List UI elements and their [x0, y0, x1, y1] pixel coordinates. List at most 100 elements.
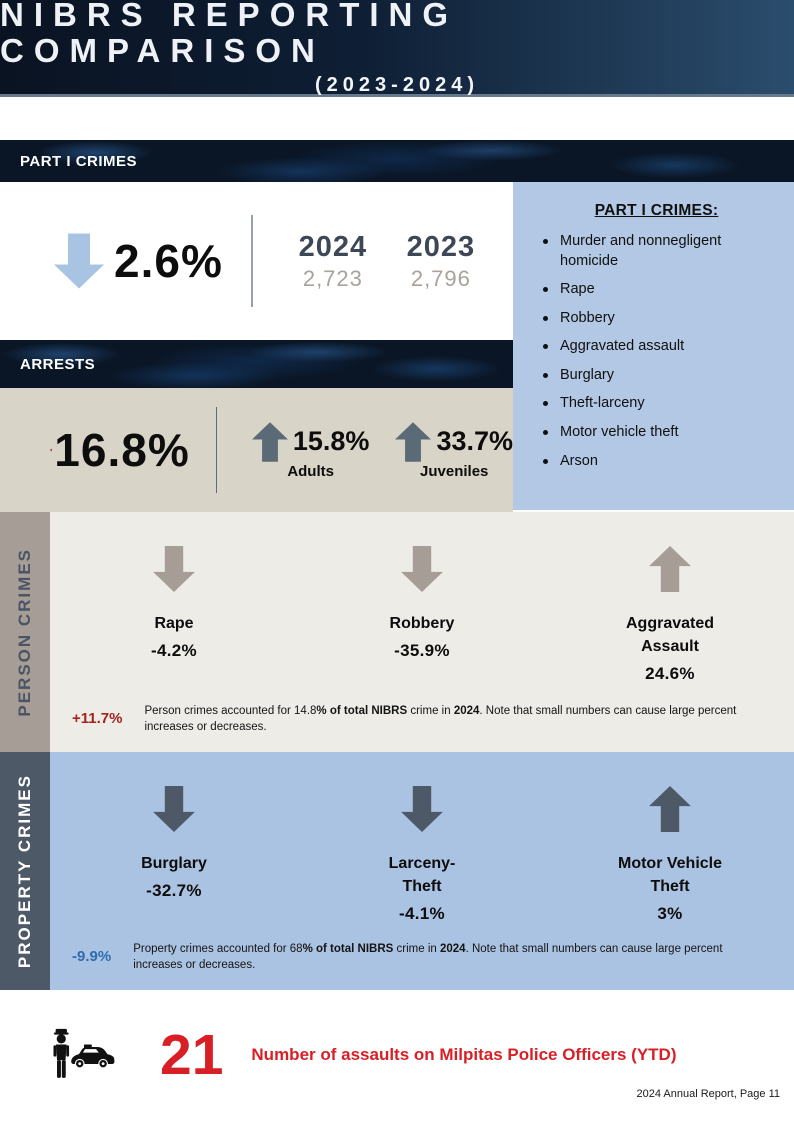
note-text: . Note that small numbers can cause larg…: [133, 942, 723, 972]
down-arrow-icon: [153, 786, 195, 832]
property-crimes-rail: PROPERTY CRIMES: [0, 752, 50, 990]
crime-value: 3%: [657, 904, 683, 924]
note-text: Person crimes accounted for 14.8: [144, 704, 317, 717]
assault-label: Number of assaults on Milpitas Police Of…: [251, 1045, 677, 1064]
arrests-stat-box: 16.8% 15.8% Adults 33.7% Juveniles: [0, 388, 513, 512]
list-item: Motor vehicle theft: [535, 423, 778, 443]
arrests-banner: ARRESTS: [0, 340, 513, 388]
officer-assaults-row: 21 Number of assaults on Milpitas Police…: [40, 1016, 677, 1094]
up-arrow-icon: [251, 421, 288, 462]
list-item: Rape: [535, 280, 778, 300]
arrests-banner-label: ARRESTS: [20, 355, 96, 373]
rape-item: Rape -4.2%: [74, 546, 274, 684]
list-item-label: Rape: [560, 281, 595, 298]
juveniles-arrests: 33.7% Juveniles: [395, 421, 513, 480]
person-crimes-rail: PERSON CRIMES: [0, 512, 50, 752]
arrests-change-value: 16.8%: [54, 424, 190, 476]
crime-value: -32.7%: [146, 881, 202, 901]
year-label: 2024: [298, 230, 368, 263]
list-item: Burglary: [535, 366, 778, 386]
list-item: Theft-larceny: [535, 394, 778, 414]
bullet-icon: [543, 239, 548, 244]
list-item-label: Motor vehicle theft: [560, 423, 679, 440]
list-item-label: Robbery: [560, 309, 615, 326]
note-text: . Note that small numbers can cause larg…: [144, 704, 737, 734]
bullet-icon: [543, 372, 548, 378]
page-title: NIBRS REPORTING COMPARISON: [0, 0, 459, 69]
note-text: crime in: [407, 704, 454, 717]
crime-value: 24.6%: [645, 664, 695, 684]
list-item-label: Theft-larceny: [560, 395, 645, 412]
page-subtitle: (2023-2024): [315, 74, 479, 97]
note-text-bold: % of total NIBRS: [302, 942, 394, 955]
bullet-icon: [543, 287, 548, 293]
divider: [250, 215, 253, 307]
note-text-bold: 2024: [439, 942, 466, 955]
list-item-label: Arson: [560, 452, 598, 469]
larceny-theft-item: Larceny-Theft -4.1%: [322, 786, 522, 924]
property-crimes-note: Property crimes accounted for 68% of tot…: [133, 941, 763, 974]
list-item: Aggravated assault: [535, 337, 778, 357]
part1-change-value: 2.6%: [114, 235, 223, 287]
juveniles-label: Juveniles: [420, 462, 489, 480]
year-value: 2,796: [410, 265, 471, 291]
bullet-icon: [543, 344, 548, 350]
part1-stat-box: 2.6% 2024 2,723 2023 2,796: [0, 182, 513, 340]
panel-heading: PART I CRIMES:: [594, 202, 719, 219]
down-arrow-icon: [54, 233, 104, 289]
aggravated-assault-item: Aggravated Assault 24.6%: [570, 546, 770, 684]
list-item-label: Murder and nonnegligent homicide: [560, 233, 722, 269]
page-footer: 2024 Annual Report, Page 11: [636, 1088, 780, 1100]
robbery-item: Robbery -35.9%: [322, 546, 522, 684]
list-item-label: Burglary: [560, 366, 614, 383]
adults-arrests: 15.8% Adults: [251, 421, 370, 480]
year-2024-column: 2024 2,723: [279, 231, 387, 292]
crime-name: Motor Vehicle Theft: [617, 855, 723, 896]
person-crimes-section: PERSON CRIMES Rape -4.2% Robbery -35.9%: [0, 512, 794, 752]
up-arrow-icon: [395, 421, 432, 462]
up-arrow-icon: [649, 786, 691, 832]
person-crimes-items: Rape -4.2% Robbery -35.9% Aggravated Ass…: [50, 546, 794, 684]
crime-name: Aggravated Assault: [625, 615, 715, 656]
part1-crimes-list-panel: PART I CRIMES: Murder and nonnegligent h…: [513, 182, 794, 510]
person-crimes-note: Person crimes accounted for 14.8% of tot…: [144, 703, 774, 736]
bullet-icon: [543, 315, 548, 321]
adults-label: Adults: [287, 462, 334, 480]
up-arrow-icon: [50, 448, 53, 452]
property-crimes-section: PROPERTY CRIMES Burglary -32.7% Larceny-…: [0, 752, 794, 990]
person-crimes-overall-change: +11.7%: [72, 709, 123, 727]
crime-value: -4.1%: [399, 904, 445, 924]
report-header: NIBRS REPORTING COMPARISON (2023-2024): [0, 0, 794, 97]
note-text: crime in: [393, 942, 440, 955]
year-value: 2,723: [302, 265, 363, 291]
bullet-icon: [543, 401, 548, 407]
down-arrow-icon: [401, 546, 443, 592]
adults-change-value: 15.8%: [292, 426, 370, 456]
person-crimes-rail-label: PERSON CRIMES: [15, 547, 34, 717]
list-item-label: Aggravated assault: [560, 338, 685, 355]
crime-value: -35.9%: [394, 641, 450, 661]
crime-name: Larceny-Theft: [388, 855, 456, 896]
down-arrow-icon: [401, 786, 443, 832]
part1-banner-label: PART I CRIMES: [20, 152, 138, 170]
property-crimes-overall-change: -9.9%: [72, 947, 112, 965]
note-text-bold: % of total NIBRS: [316, 704, 408, 717]
up-arrow-icon: [649, 546, 691, 592]
part1-crimes-banner: PART I CRIMES: [0, 140, 794, 182]
juveniles-change-value: 33.7%: [436, 426, 513, 456]
part1-crimes-list: Murder and nonnegligent homicide Rape Ro…: [535, 232, 778, 471]
year-2023-column: 2023 2,796: [387, 231, 495, 292]
property-crimes-note-row: -9.9% Property crimes accounted for 68% …: [0, 941, 784, 974]
bullet-icon: [543, 429, 548, 435]
note-text: Property crimes accounted for 68: [133, 942, 303, 955]
list-item: Robbery: [535, 309, 778, 329]
police-officer-car-icon: [53, 1028, 115, 1078]
motor-vehicle-theft-item: Motor Vehicle Theft 3%: [570, 786, 770, 924]
list-item: Arson: [535, 452, 778, 472]
list-item: Murder and nonnegligent homicide: [535, 232, 778, 271]
person-crimes-note-row: +11.7% Person crimes accounted for 14.8%…: [0, 703, 784, 736]
burglary-item: Burglary -32.7%: [74, 786, 274, 924]
bullet-icon: [543, 458, 548, 464]
crime-name: Rape: [154, 615, 194, 632]
